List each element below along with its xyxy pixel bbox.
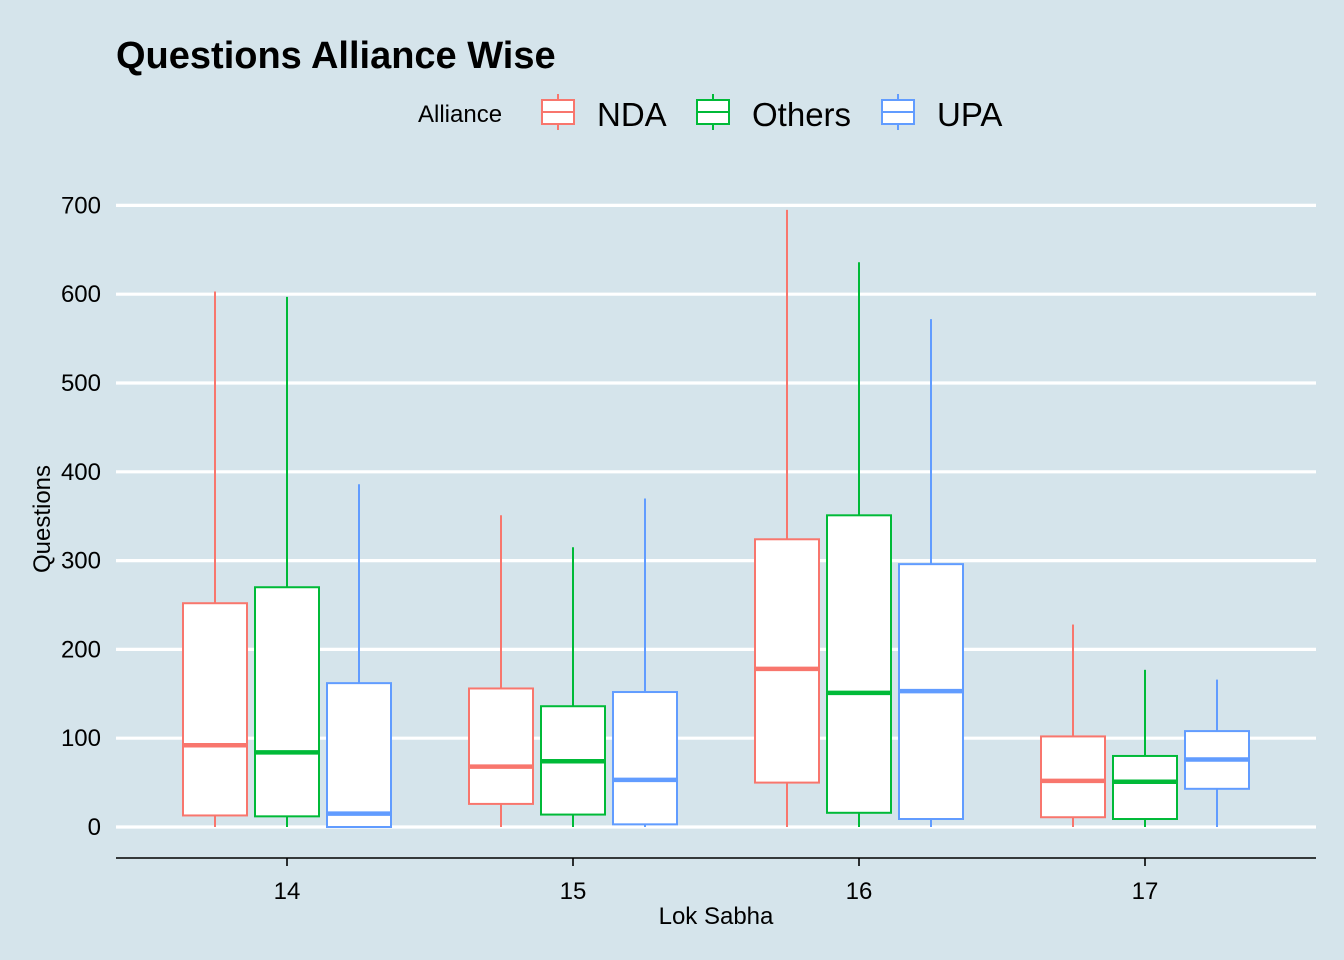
chart-title: Questions Alliance Wise: [116, 35, 556, 77]
legend-item-nda: NDA: [541, 94, 667, 133]
box-upa-17: [1184, 679, 1250, 827]
y-tick-label: 600: [61, 281, 101, 308]
plot-area: [182, 209, 1250, 828]
y-axis: 0 100 200 300 400 500 600 700: [61, 192, 101, 841]
box-nda-14: [182, 291, 248, 827]
box-iqr: [326, 682, 392, 828]
y-tick-label: 0: [88, 814, 101, 841]
legend-label: UPA: [937, 96, 1002, 133]
y-tick-label: 300: [61, 548, 101, 575]
box-iqr: [754, 538, 820, 784]
box-nda-17: [1040, 624, 1106, 827]
legend-label: Others: [752, 96, 851, 133]
legend: Alliance NDA Others UPA: [418, 94, 1002, 133]
box-others-14: [254, 296, 320, 827]
legend-label: NDA: [597, 96, 667, 133]
box-others-17: [1112, 669, 1178, 827]
box-nda-16: [754, 209, 820, 827]
box-nda-15: [468, 515, 534, 827]
box-others-15: [540, 547, 606, 827]
box-iqr: [612, 691, 678, 826]
box-iqr: [826, 514, 892, 814]
box-iqr: [468, 687, 534, 805]
box-iqr: [254, 586, 320, 818]
x-tick-label: 16: [846, 878, 873, 905]
box-others-16: [826, 262, 892, 827]
box-upa-16: [898, 319, 964, 827]
legend-item-others: Others: [696, 94, 851, 133]
x-tick-label: 14: [274, 878, 301, 905]
y-tick-label: 100: [61, 725, 101, 752]
x-axis-title: Lok Sabha: [659, 903, 774, 930]
legend-title: Alliance: [418, 101, 502, 128]
y-tick-label: 400: [61, 459, 101, 486]
y-axis-title: Questions: [29, 465, 56, 573]
box-iqr: [1112, 754, 1178, 821]
x-tick-label: 15: [560, 878, 587, 905]
box-iqr: [1040, 735, 1106, 819]
box-upa-14: [326, 484, 392, 828]
legend-item-upa: UPA: [881, 94, 1002, 133]
y-tick-label: 700: [61, 192, 101, 219]
y-tick-label: 200: [61, 636, 101, 663]
x-tick-label: 17: [1132, 878, 1159, 905]
y-tick-label: 500: [61, 370, 101, 397]
x-axis: 14 15 16 17: [274, 858, 1159, 905]
box-iqr: [182, 602, 248, 817]
box-upa-15: [612, 498, 678, 827]
